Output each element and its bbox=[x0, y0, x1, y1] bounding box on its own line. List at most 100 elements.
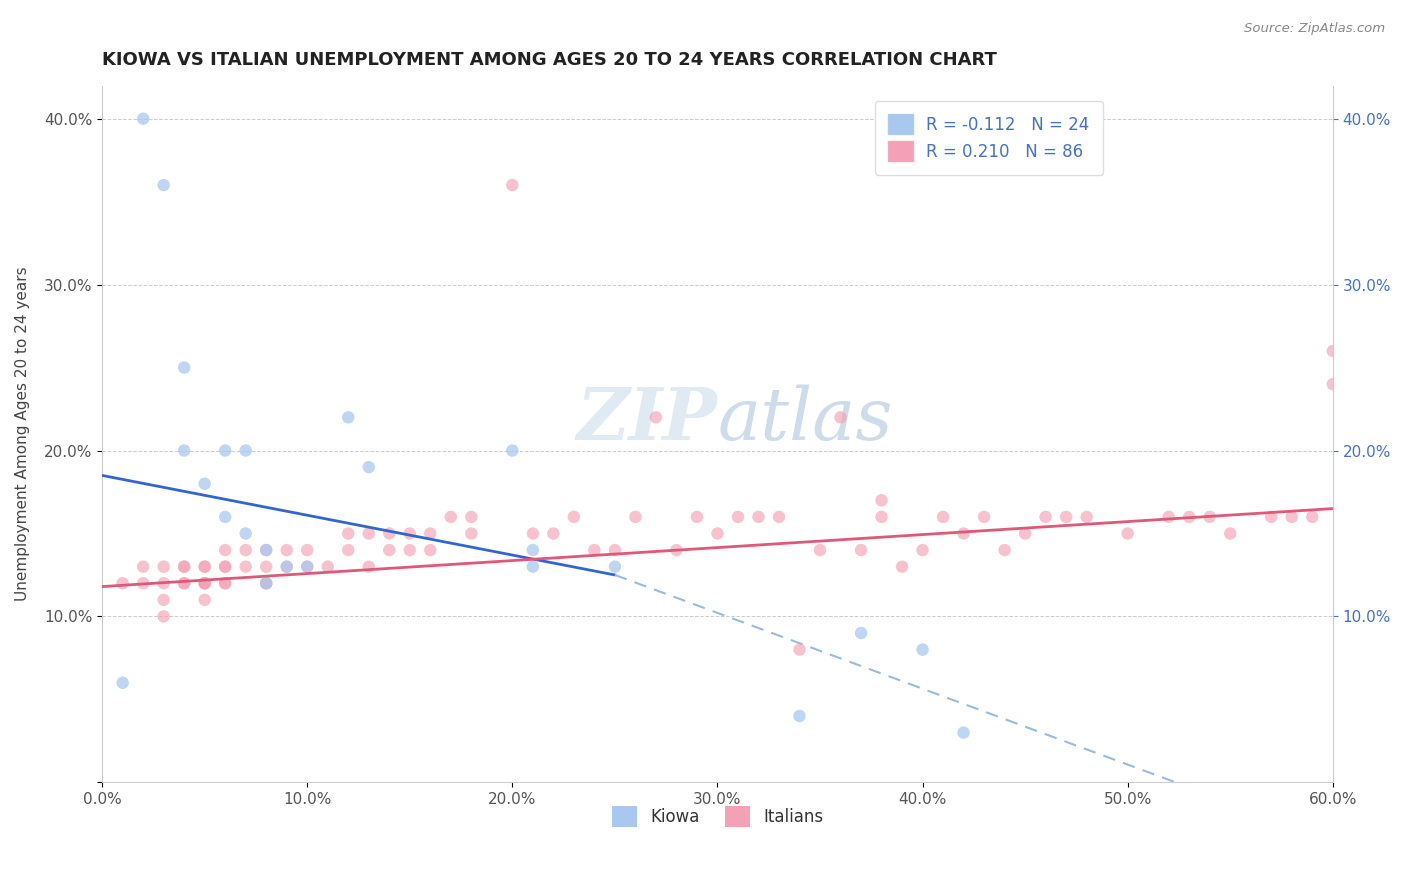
Point bbox=[747, 509, 769, 524]
Point bbox=[624, 509, 647, 524]
Point bbox=[789, 709, 811, 723]
Point bbox=[254, 543, 277, 558]
Point bbox=[378, 526, 401, 541]
Point bbox=[522, 526, 544, 541]
Y-axis label: Unemployment Among Ages 20 to 24 years: Unemployment Among Ages 20 to 24 years bbox=[15, 267, 30, 601]
Point bbox=[1054, 509, 1077, 524]
Point bbox=[932, 509, 955, 524]
Point bbox=[543, 526, 565, 541]
Point bbox=[1322, 377, 1344, 392]
Point bbox=[337, 543, 360, 558]
Point bbox=[111, 675, 134, 690]
Point bbox=[706, 526, 728, 541]
Point bbox=[235, 543, 257, 558]
Point bbox=[419, 526, 441, 541]
Point bbox=[1178, 509, 1201, 524]
Point bbox=[1301, 509, 1323, 524]
Point bbox=[173, 443, 195, 458]
Point bbox=[603, 559, 626, 574]
Point bbox=[1157, 509, 1180, 524]
Point bbox=[665, 543, 688, 558]
Point bbox=[132, 559, 155, 574]
Point bbox=[173, 360, 195, 375]
Point bbox=[870, 493, 893, 508]
Text: atlas: atlas bbox=[717, 384, 893, 455]
Point bbox=[276, 559, 298, 574]
Point bbox=[891, 559, 914, 574]
Point bbox=[132, 576, 155, 591]
Point bbox=[419, 543, 441, 558]
Point bbox=[952, 526, 974, 541]
Point bbox=[337, 526, 360, 541]
Point bbox=[214, 543, 236, 558]
Point bbox=[254, 543, 277, 558]
Point bbox=[378, 543, 401, 558]
Point bbox=[522, 543, 544, 558]
Point bbox=[214, 509, 236, 524]
Point bbox=[1322, 343, 1344, 358]
Point bbox=[235, 559, 257, 574]
Text: KIOWA VS ITALIAN UNEMPLOYMENT AMONG AGES 20 TO 24 YEARS CORRELATION CHART: KIOWA VS ITALIAN UNEMPLOYMENT AMONG AGES… bbox=[103, 51, 997, 69]
Point bbox=[152, 559, 174, 574]
Point bbox=[297, 559, 319, 574]
Point bbox=[297, 559, 319, 574]
Point bbox=[522, 559, 544, 574]
Point bbox=[132, 112, 155, 126]
Point bbox=[562, 509, 585, 524]
Text: Source: ZipAtlas.com: Source: ZipAtlas.com bbox=[1244, 22, 1385, 36]
Point bbox=[194, 576, 217, 591]
Point bbox=[789, 642, 811, 657]
Point bbox=[194, 476, 217, 491]
Point bbox=[727, 509, 749, 524]
Point bbox=[357, 460, 380, 475]
Point bbox=[235, 443, 257, 458]
Point bbox=[357, 526, 380, 541]
Point bbox=[194, 559, 217, 574]
Point bbox=[994, 543, 1017, 558]
Point bbox=[235, 526, 257, 541]
Point bbox=[849, 543, 872, 558]
Point bbox=[357, 559, 380, 574]
Point bbox=[173, 559, 195, 574]
Point bbox=[501, 443, 523, 458]
Point bbox=[173, 576, 195, 591]
Point bbox=[254, 576, 277, 591]
Point bbox=[152, 178, 174, 192]
Point bbox=[911, 543, 934, 558]
Point bbox=[214, 559, 236, 574]
Point bbox=[254, 559, 277, 574]
Point bbox=[952, 725, 974, 739]
Point bbox=[173, 576, 195, 591]
Point bbox=[460, 509, 482, 524]
Point bbox=[297, 543, 319, 558]
Point bbox=[849, 626, 872, 640]
Point bbox=[337, 410, 360, 425]
Point bbox=[686, 509, 709, 524]
Point bbox=[214, 559, 236, 574]
Point bbox=[254, 576, 277, 591]
Point bbox=[460, 526, 482, 541]
Point bbox=[603, 543, 626, 558]
Point bbox=[152, 592, 174, 607]
Point bbox=[111, 576, 134, 591]
Text: ZIP: ZIP bbox=[576, 384, 717, 456]
Point bbox=[1116, 526, 1139, 541]
Point bbox=[583, 543, 606, 558]
Point bbox=[830, 410, 852, 425]
Point bbox=[194, 592, 217, 607]
Point bbox=[501, 178, 523, 192]
Point bbox=[1219, 526, 1241, 541]
Point bbox=[768, 509, 790, 524]
Point bbox=[254, 576, 277, 591]
Point bbox=[276, 543, 298, 558]
Point bbox=[1260, 509, 1282, 524]
Point bbox=[152, 609, 174, 624]
Point bbox=[316, 559, 339, 574]
Point bbox=[911, 642, 934, 657]
Point bbox=[152, 576, 174, 591]
Point bbox=[194, 576, 217, 591]
Point bbox=[1076, 509, 1098, 524]
Point bbox=[645, 410, 668, 425]
Point bbox=[973, 509, 995, 524]
Point bbox=[808, 543, 831, 558]
